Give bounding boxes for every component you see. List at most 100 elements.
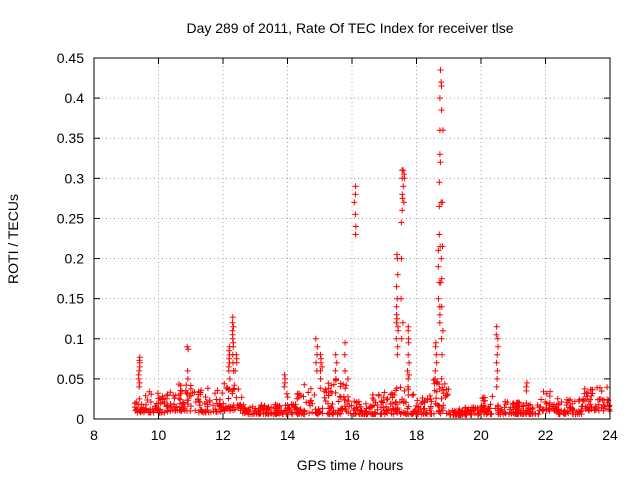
data-point bbox=[437, 159, 444, 166]
data-point bbox=[342, 339, 349, 346]
data-point bbox=[254, 409, 261, 416]
data-point bbox=[400, 167, 407, 174]
data-point bbox=[214, 387, 221, 394]
data-point bbox=[229, 327, 236, 334]
data-point bbox=[598, 405, 605, 411]
data-point bbox=[398, 219, 405, 226]
data-point bbox=[433, 395, 440, 402]
data-point bbox=[235, 386, 242, 393]
data-point bbox=[353, 399, 360, 406]
data-point bbox=[389, 400, 395, 407]
data-point bbox=[378, 399, 385, 405]
data-point bbox=[539, 406, 546, 413]
data-point bbox=[380, 404, 387, 411]
data-point bbox=[177, 390, 184, 397]
data-point bbox=[439, 351, 445, 358]
data-point bbox=[481, 398, 488, 404]
data-point bbox=[369, 391, 376, 398]
data-point bbox=[340, 393, 347, 400]
y-tick-label: 0.45 bbox=[57, 50, 84, 66]
data-point bbox=[187, 382, 194, 389]
x-tick-label: 10 bbox=[151, 427, 167, 443]
data-point bbox=[440, 387, 446, 394]
data-point bbox=[387, 407, 393, 413]
data-point bbox=[436, 319, 443, 326]
data-point bbox=[383, 396, 390, 403]
data-point bbox=[398, 255, 405, 262]
data-point bbox=[438, 375, 445, 382]
data-point bbox=[341, 351, 348, 358]
data-point bbox=[230, 339, 237, 346]
y-tick-label: 0.15 bbox=[57, 291, 84, 307]
data-point bbox=[540, 388, 547, 395]
data-point bbox=[432, 375, 439, 382]
data-point bbox=[431, 387, 438, 394]
data-point bbox=[155, 400, 162, 407]
data-point bbox=[142, 392, 149, 399]
data-point bbox=[405, 323, 412, 330]
y-axis-title: ROTI / TECUs bbox=[5, 194, 21, 284]
data-point bbox=[375, 392, 382, 399]
data-point bbox=[432, 367, 439, 374]
data-point bbox=[332, 351, 339, 358]
data-point bbox=[327, 388, 334, 395]
data-point bbox=[405, 375, 412, 382]
data-point bbox=[493, 383, 500, 390]
data-point bbox=[184, 401, 191, 408]
data-point bbox=[435, 263, 442, 270]
data-point bbox=[294, 409, 301, 416]
data-point bbox=[480, 394, 487, 401]
data-point bbox=[465, 406, 472, 413]
data-point bbox=[495, 343, 501, 350]
data-point bbox=[345, 398, 352, 405]
data-point bbox=[238, 394, 245, 401]
plot-frame bbox=[93, 57, 611, 420]
data-point bbox=[135, 371, 142, 378]
data-point bbox=[415, 408, 422, 415]
y-tick-label: 0.1 bbox=[65, 331, 85, 347]
data-point bbox=[435, 402, 442, 409]
data-point bbox=[456, 408, 463, 415]
x-tick-label: 16 bbox=[344, 427, 360, 443]
data-point bbox=[247, 411, 253, 418]
data-point bbox=[435, 295, 442, 302]
data-point bbox=[136, 379, 143, 386]
data-point bbox=[274, 410, 281, 416]
data-point bbox=[394, 323, 401, 330]
data-point bbox=[282, 408, 289, 415]
x-tick-label: 22 bbox=[538, 427, 554, 443]
data-point bbox=[484, 407, 491, 414]
data-point bbox=[372, 399, 379, 406]
data-point bbox=[301, 381, 308, 388]
data-point bbox=[177, 382, 184, 389]
data-point bbox=[397, 411, 404, 417]
data-point bbox=[226, 386, 233, 393]
data-point bbox=[474, 405, 481, 412]
data-point bbox=[378, 411, 385, 417]
data-point bbox=[143, 407, 150, 414]
data-point bbox=[184, 367, 191, 374]
data-point bbox=[393, 311, 400, 318]
data-point bbox=[343, 382, 350, 389]
data-point bbox=[588, 392, 595, 399]
data-point bbox=[571, 398, 578, 405]
data-point bbox=[317, 351, 324, 358]
data-point bbox=[136, 354, 143, 361]
data-point bbox=[405, 392, 412, 398]
data-point bbox=[196, 402, 203, 409]
data-point bbox=[232, 367, 239, 374]
data-point bbox=[306, 399, 313, 406]
data-point bbox=[342, 397, 349, 404]
data-point bbox=[199, 408, 206, 415]
data-point bbox=[405, 383, 411, 390]
data-point bbox=[391, 391, 398, 398]
data-point bbox=[315, 406, 322, 413]
data-point bbox=[437, 279, 444, 286]
data-point bbox=[412, 406, 419, 413]
data-point bbox=[393, 283, 400, 290]
x-tick-label: 24 bbox=[602, 427, 618, 443]
data-point bbox=[357, 403, 364, 410]
data-point bbox=[443, 386, 450, 393]
data-point bbox=[210, 402, 217, 409]
data-point bbox=[307, 385, 314, 392]
